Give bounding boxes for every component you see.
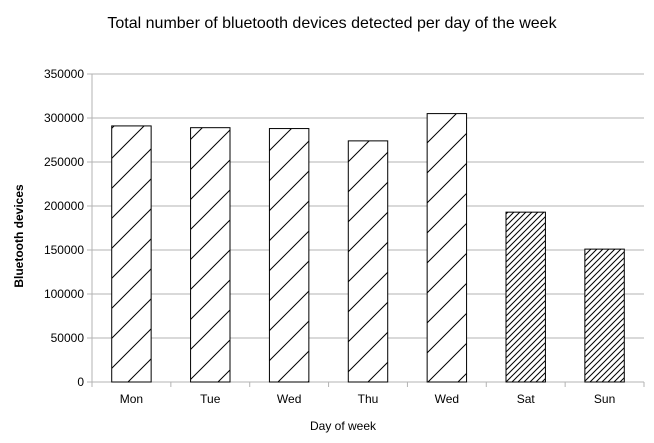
y-tick-label: 250000 <box>44 155 84 169</box>
x-tick-label: Tue <box>200 392 221 406</box>
y-tick-label: 0 <box>77 375 84 389</box>
y-tick-label: 150000 <box>44 243 84 257</box>
y-tick-label: 50000 <box>51 331 85 345</box>
chart-title: Total number of bluetooth devices detect… <box>107 15 557 32</box>
y-axis-ticks: 0 50000 100000 150000 200000 250000 300000 3500… <box>44 67 84 389</box>
x-tick-label: Wed <box>435 392 459 406</box>
bar-thu <box>347 140 389 383</box>
x-tick-label: Wed <box>277 392 301 406</box>
y-tick-label: 300000 <box>44 111 84 125</box>
y-tick-label: 100000 <box>44 287 84 301</box>
x-tick-label: Thu <box>358 392 379 406</box>
bars <box>111 113 625 383</box>
bar-wed <box>426 113 468 383</box>
x-axis-label: Day of week <box>310 419 377 433</box>
bar-sun <box>584 248 625 383</box>
y-tick-label: 200000 <box>44 199 84 213</box>
bar-tue <box>190 127 231 383</box>
bar-sat <box>505 211 546 383</box>
bar-wed <box>268 128 310 383</box>
bar-mon <box>111 125 152 383</box>
y-tick-label: 350000 <box>44 67 84 81</box>
y-axis-label: Bluetooth devices <box>12 184 26 288</box>
x-tick-label: Sat <box>517 392 536 406</box>
x-axis-ticks: Mon Tue Wed Thu Wed Sat Sun <box>120 392 615 406</box>
x-tick-label: Mon <box>120 392 143 406</box>
x-tick-label: Sun <box>594 392 615 406</box>
